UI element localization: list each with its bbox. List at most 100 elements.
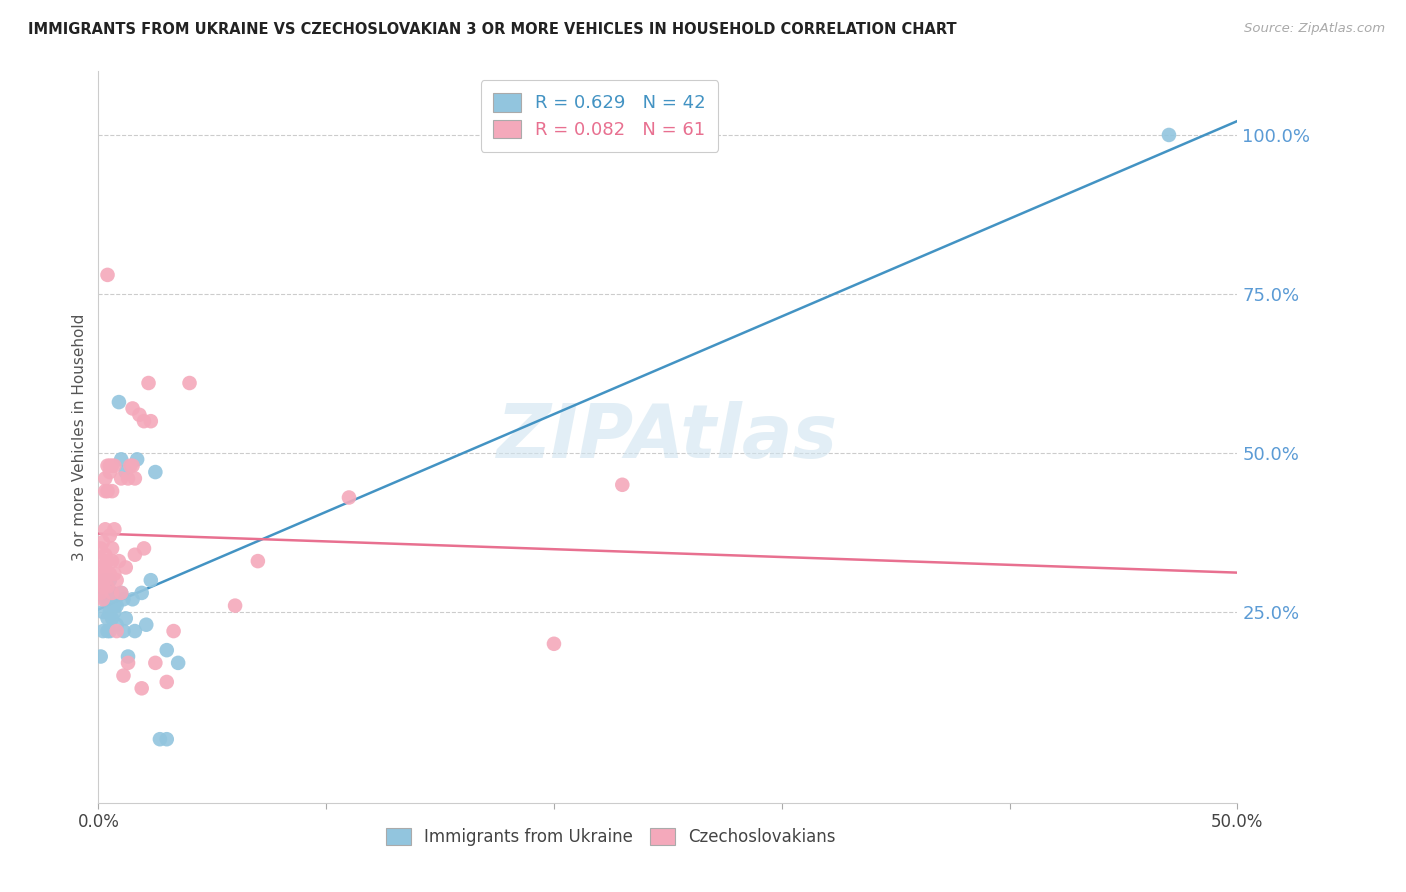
Point xyxy=(103,605,125,619)
Point xyxy=(98,458,121,473)
Point xyxy=(112,592,135,607)
Point xyxy=(91,624,114,638)
Point xyxy=(131,586,153,600)
Point xyxy=(112,624,135,638)
Point xyxy=(91,605,114,619)
Point xyxy=(101,541,124,556)
Point xyxy=(101,554,124,568)
Point xyxy=(117,471,139,485)
Point xyxy=(121,592,143,607)
Point xyxy=(110,471,132,485)
Point xyxy=(96,268,118,282)
Text: ZIPAtlas: ZIPAtlas xyxy=(498,401,838,474)
Point xyxy=(94,484,117,499)
Point xyxy=(103,458,125,473)
Point xyxy=(117,656,139,670)
Point xyxy=(94,566,117,581)
Point xyxy=(105,617,128,632)
Point xyxy=(103,566,125,581)
Point xyxy=(94,573,117,587)
Point xyxy=(337,491,360,505)
Point xyxy=(96,611,118,625)
Point xyxy=(128,408,150,422)
Point xyxy=(120,458,142,473)
Legend: Immigrants from Ukraine, Czechoslovakians: Immigrants from Ukraine, Czechoslovakian… xyxy=(380,822,842,853)
Point xyxy=(103,599,125,613)
Point xyxy=(145,465,167,479)
Point xyxy=(96,592,118,607)
Point xyxy=(103,592,125,607)
Point xyxy=(179,376,201,390)
Y-axis label: 3 or more Vehicles in Household: 3 or more Vehicles in Household xyxy=(72,313,87,561)
Point xyxy=(90,649,112,664)
Point xyxy=(156,732,179,747)
Point xyxy=(167,656,190,670)
Point xyxy=(91,554,114,568)
Point xyxy=(131,681,153,696)
Point xyxy=(132,414,155,428)
Point xyxy=(103,522,125,536)
Point xyxy=(114,465,136,479)
Point xyxy=(127,452,149,467)
Point xyxy=(98,573,121,587)
Point xyxy=(124,624,146,638)
Text: Source: ZipAtlas.com: Source: ZipAtlas.com xyxy=(1244,22,1385,36)
Point xyxy=(90,586,112,600)
Point xyxy=(94,586,117,600)
Point xyxy=(98,465,121,479)
Point xyxy=(98,566,121,581)
Point xyxy=(246,554,269,568)
Point xyxy=(94,573,117,587)
Point xyxy=(162,624,184,638)
Point xyxy=(135,617,157,632)
Point xyxy=(101,586,124,600)
Point xyxy=(94,522,117,536)
Point xyxy=(101,592,124,607)
Point xyxy=(112,668,135,682)
Point xyxy=(114,611,136,625)
Point xyxy=(105,624,128,638)
Point xyxy=(149,732,172,747)
Point xyxy=(96,624,118,638)
Point xyxy=(98,605,121,619)
Point xyxy=(117,649,139,664)
Point xyxy=(98,529,121,543)
Point xyxy=(114,560,136,574)
Point xyxy=(121,401,143,416)
Point xyxy=(96,580,118,594)
Point xyxy=(612,477,634,491)
Point xyxy=(224,599,246,613)
Point xyxy=(94,471,117,485)
Point xyxy=(156,643,179,657)
Point xyxy=(96,458,118,473)
Point xyxy=(1157,128,1180,142)
Point xyxy=(90,541,112,556)
Point xyxy=(96,580,118,594)
Point xyxy=(101,458,124,473)
Point xyxy=(132,541,155,556)
Point xyxy=(105,599,128,613)
Point xyxy=(94,548,117,562)
Point xyxy=(108,395,131,409)
Point xyxy=(91,566,114,581)
Point xyxy=(90,573,112,587)
Point xyxy=(91,580,114,594)
Point xyxy=(110,452,132,467)
Point xyxy=(90,560,112,574)
Point xyxy=(96,554,118,568)
Point xyxy=(139,573,162,587)
Point xyxy=(96,484,118,499)
Point xyxy=(105,573,128,587)
Point xyxy=(101,611,124,625)
Point xyxy=(94,592,117,607)
Point xyxy=(124,548,146,562)
Point xyxy=(124,471,146,485)
Point xyxy=(145,656,167,670)
Point xyxy=(110,586,132,600)
Point xyxy=(91,592,114,607)
Point xyxy=(101,484,124,499)
Point xyxy=(91,535,114,549)
Text: IMMIGRANTS FROM UKRAINE VS CZECHOSLOVAKIAN 3 OR MORE VEHICLES IN HOUSEHOLD CORRE: IMMIGRANTS FROM UKRAINE VS CZECHOSLOVAKI… xyxy=(28,22,956,37)
Point xyxy=(108,554,131,568)
Point xyxy=(101,586,124,600)
